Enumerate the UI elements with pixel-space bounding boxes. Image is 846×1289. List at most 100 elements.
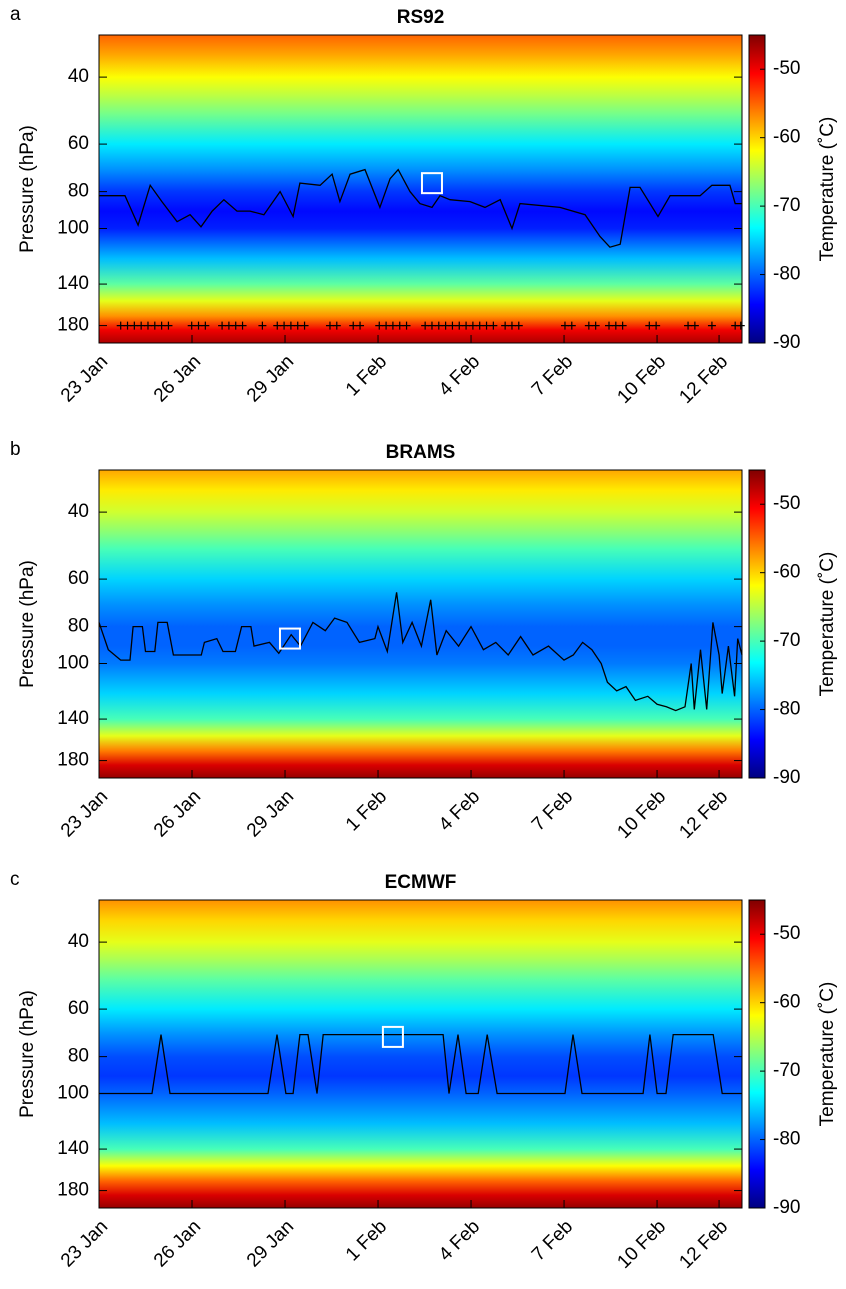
panel-label: b	[10, 439, 21, 460]
y-tick-label: 100	[57, 218, 89, 239]
x-tick-label: 26 Jan	[150, 1216, 205, 1271]
colorbar-tick-label: -50	[773, 493, 800, 514]
launch-marker	[356, 321, 365, 330]
colorbar	[748, 899, 766, 1209]
launch-marker	[462, 321, 471, 330]
y-axis-label: Pressure (hPa)	[17, 560, 38, 688]
launch-marker	[441, 321, 450, 330]
panel-label: a	[10, 4, 21, 25]
x-tick-label: 10 Feb	[613, 786, 670, 843]
launch-marker	[475, 321, 484, 330]
highlight-box	[278, 627, 301, 650]
heatmap	[99, 35, 742, 343]
x-tick-label: 10 Feb	[613, 1216, 670, 1273]
colorbar	[748, 469, 766, 779]
y-tick-label: 100	[57, 653, 89, 674]
launch-marker	[611, 321, 620, 330]
y-tick-label: 40	[68, 931, 89, 952]
y-axis-label: Pressure (hPa)	[17, 125, 38, 253]
launch-marker	[514, 321, 523, 330]
launch-marker	[591, 321, 600, 330]
launch-marker	[402, 321, 411, 330]
x-tick-label: 26 Jan	[150, 786, 205, 841]
x-tick-label: 10 Feb	[613, 351, 670, 408]
colorbar-tick-label: -50	[773, 923, 800, 944]
x-tick-label: 7 Feb	[528, 786, 577, 835]
launch-marker	[501, 321, 510, 330]
launch-marker	[116, 321, 125, 330]
launch-marker	[375, 321, 384, 330]
colorbar-tick-label: -90	[773, 332, 800, 353]
y-tick-label: 180	[57, 1180, 89, 1201]
panel-label: c	[10, 869, 20, 890]
heatmap	[99, 470, 742, 778]
y-tick-label: 140	[57, 708, 89, 729]
launch-marker	[690, 321, 699, 330]
colorbar-tick-label: -70	[773, 195, 800, 216]
launch-marker	[332, 321, 341, 330]
launch-marker	[224, 321, 233, 330]
launch-marker	[231, 321, 240, 330]
tropopause-line	[99, 168, 742, 248]
launch-marker	[427, 321, 436, 330]
x-tick-label: 1 Feb	[342, 786, 391, 835]
launch-marker	[421, 321, 430, 330]
y-tick-label: 40	[68, 501, 89, 522]
x-tick-label: 1 Feb	[342, 351, 391, 400]
x-tick-label: 23 Jan	[57, 786, 112, 841]
y-tick-label: 60	[68, 568, 89, 589]
colorbar-tick-label: -60	[773, 127, 800, 148]
y-axis-label: Pressure (hPa)	[17, 990, 38, 1118]
launch-marker	[382, 321, 391, 330]
colorbar-tick-label: -80	[773, 699, 800, 720]
x-tick-label: 26 Jan	[150, 351, 205, 406]
y-tick-label: 80	[68, 1046, 89, 1067]
x-tick-label: 7 Feb	[528, 1216, 577, 1265]
launch-marker	[604, 321, 613, 330]
launch-marker	[388, 321, 397, 330]
launch-marker	[325, 321, 334, 330]
launch-marker	[137, 321, 146, 330]
y-tick-label: 60	[68, 998, 89, 1019]
colorbar-tick-label: -80	[773, 1129, 800, 1150]
x-tick-label: 23 Jan	[57, 351, 112, 406]
x-tick-label: 7 Feb	[528, 351, 577, 400]
launch-marker	[507, 321, 516, 330]
y-tick-label: 60	[68, 133, 89, 154]
x-tick-label: 1 Feb	[342, 1216, 391, 1265]
colorbar-tick-label: -50	[773, 58, 800, 79]
colorbar-tick-label: -90	[773, 1197, 800, 1218]
launch-marker	[448, 321, 457, 330]
launch-marker	[395, 321, 404, 330]
launch-marker	[258, 321, 267, 330]
launch-marker	[584, 321, 593, 330]
launch-marker	[280, 321, 289, 330]
launch-marker	[684, 321, 693, 330]
colorbar-label: Temperature (˚C)	[817, 552, 838, 697]
launch-marker	[187, 321, 196, 330]
x-tick-label: 29 Jan	[243, 351, 298, 406]
launch-marker	[123, 321, 132, 330]
launch-marker	[645, 321, 654, 330]
launch-marker	[150, 321, 159, 330]
launch-marker	[707, 321, 716, 330]
chart-title: BRAMS	[386, 442, 456, 463]
colorbar-label: Temperature (˚C)	[817, 982, 838, 1127]
x-tick-label: 23 Jan	[57, 1216, 112, 1271]
launch-marker	[130, 321, 139, 330]
launch-marker	[300, 321, 309, 330]
colorbar-label: Temperature (˚C)	[817, 117, 838, 262]
launch-marker	[652, 321, 661, 330]
launch-marker	[567, 321, 576, 330]
launch-marker	[434, 321, 443, 330]
colorbar	[748, 34, 766, 344]
launch-marker	[349, 321, 358, 330]
y-tick-label: 40	[68, 66, 89, 87]
plot-frame	[98, 899, 743, 1209]
colorbar-tick-label: -60	[773, 992, 800, 1013]
tropopause-line	[98, 592, 743, 712]
x-tick-label: 29 Jan	[243, 786, 298, 841]
launch-marker	[201, 321, 210, 330]
y-tick-label: 140	[57, 1138, 89, 1159]
